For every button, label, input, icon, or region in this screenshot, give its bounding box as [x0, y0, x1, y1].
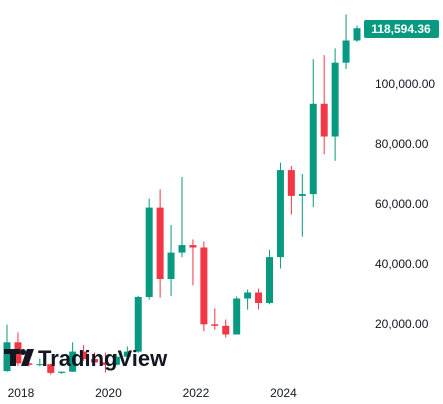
candle[interactable] — [69, 342, 77, 372]
candle-body — [276, 170, 284, 258]
y-tick-label: 40,000.00 — [375, 257, 429, 271]
candle[interactable] — [255, 288, 263, 310]
x-tick-label: 2022 — [183, 386, 210, 400]
x-axis: 2018 2020 2022 2024 — [8, 386, 298, 400]
y-axis: 20,000.00 40,000.00 60,000.00 80,000.00 100,… — [375, 77, 435, 331]
x-tick-label: 2018 — [8, 386, 35, 400]
candle-body — [342, 40, 350, 63]
x-tick-label: 2024 — [270, 386, 297, 400]
candle[interactable] — [178, 177, 186, 258]
candle-body — [331, 62, 339, 137]
candle[interactable] — [200, 241, 208, 332]
candle-body — [58, 371, 66, 373]
candle-body — [200, 247, 208, 325]
candle[interactable] — [112, 354, 120, 366]
candle-body — [47, 364, 55, 373]
candle-body — [298, 194, 306, 196]
tradingview-watermark: TradingView — [4, 346, 168, 371]
candle[interactable] — [353, 25, 361, 43]
last-price-label: 118,594.36 — [364, 20, 439, 38]
candle-body — [353, 28, 361, 41]
tradingview-brand-text: TradingView — [38, 346, 168, 371]
candle-body — [266, 257, 273, 303]
x-tick-label: 2020 — [95, 386, 122, 400]
candle[interactable] — [80, 345, 88, 361]
candle[interactable] — [320, 55, 328, 155]
candle-body — [156, 207, 164, 279]
candle[interactable] — [58, 371, 66, 374]
candle-body — [287, 170, 295, 196]
candle[interactable] — [145, 198, 153, 300]
candle-body — [255, 292, 263, 303]
candle[interactable] — [123, 346, 131, 358]
candle[interactable] — [167, 225, 175, 297]
candle-body — [145, 207, 153, 297]
candle-body — [189, 245, 197, 248]
candle[interactable] — [222, 319, 230, 338]
candle-body — [101, 362, 109, 365]
candle[interactable] — [101, 352, 109, 373]
candle[interactable] — [3, 324, 11, 372]
candle-body — [112, 356, 120, 365]
y-tick-label: 100,000.00 — [375, 77, 435, 91]
candle[interactable] — [298, 174, 306, 237]
candle[interactable] — [156, 189, 164, 298]
candle-body — [91, 359, 98, 363]
candles-layer — [3, 14, 361, 375]
candle-body — [320, 103, 328, 137]
candle-body — [25, 363, 33, 365]
candle[interactable] — [287, 165, 295, 215]
candle[interactable] — [276, 162, 284, 269]
candle-body — [178, 245, 186, 253]
candle-body — [3, 342, 11, 372]
candle-body — [134, 297, 142, 352]
candle[interactable] — [36, 358, 44, 367]
candle-body — [309, 103, 317, 195]
candle[interactable] — [189, 239, 197, 286]
candle[interactable] — [342, 14, 350, 69]
candle-body — [80, 351, 88, 360]
last-price-label-bg — [364, 20, 439, 38]
y-tick-label: 60,000.00 — [375, 197, 429, 211]
candle[interactable] — [134, 296, 142, 353]
candle-body — [69, 351, 77, 372]
candle-body — [233, 298, 241, 335]
candle-body — [222, 325, 230, 335]
candle[interactable] — [211, 308, 219, 330]
candle[interactable] — [309, 59, 317, 208]
candle[interactable] — [47, 363, 55, 375]
y-tick-label: 80,000.00 — [375, 137, 429, 151]
candle[interactable] — [91, 352, 98, 365]
candle[interactable] — [244, 289, 252, 310]
tradingview-logo-icon — [4, 349, 34, 366]
candle[interactable] — [331, 48, 339, 161]
y-tick-label: 20,000.00 — [375, 317, 429, 331]
candle-body — [244, 292, 252, 299]
candle-body — [167, 252, 175, 279]
last-price-text: 118,594.36 — [371, 22, 431, 36]
candle-body — [36, 364, 44, 366]
candle-body — [123, 351, 131, 357]
candle[interactable] — [233, 296, 241, 335]
candle[interactable] — [266, 249, 273, 305]
candle-body — [211, 324, 219, 326]
